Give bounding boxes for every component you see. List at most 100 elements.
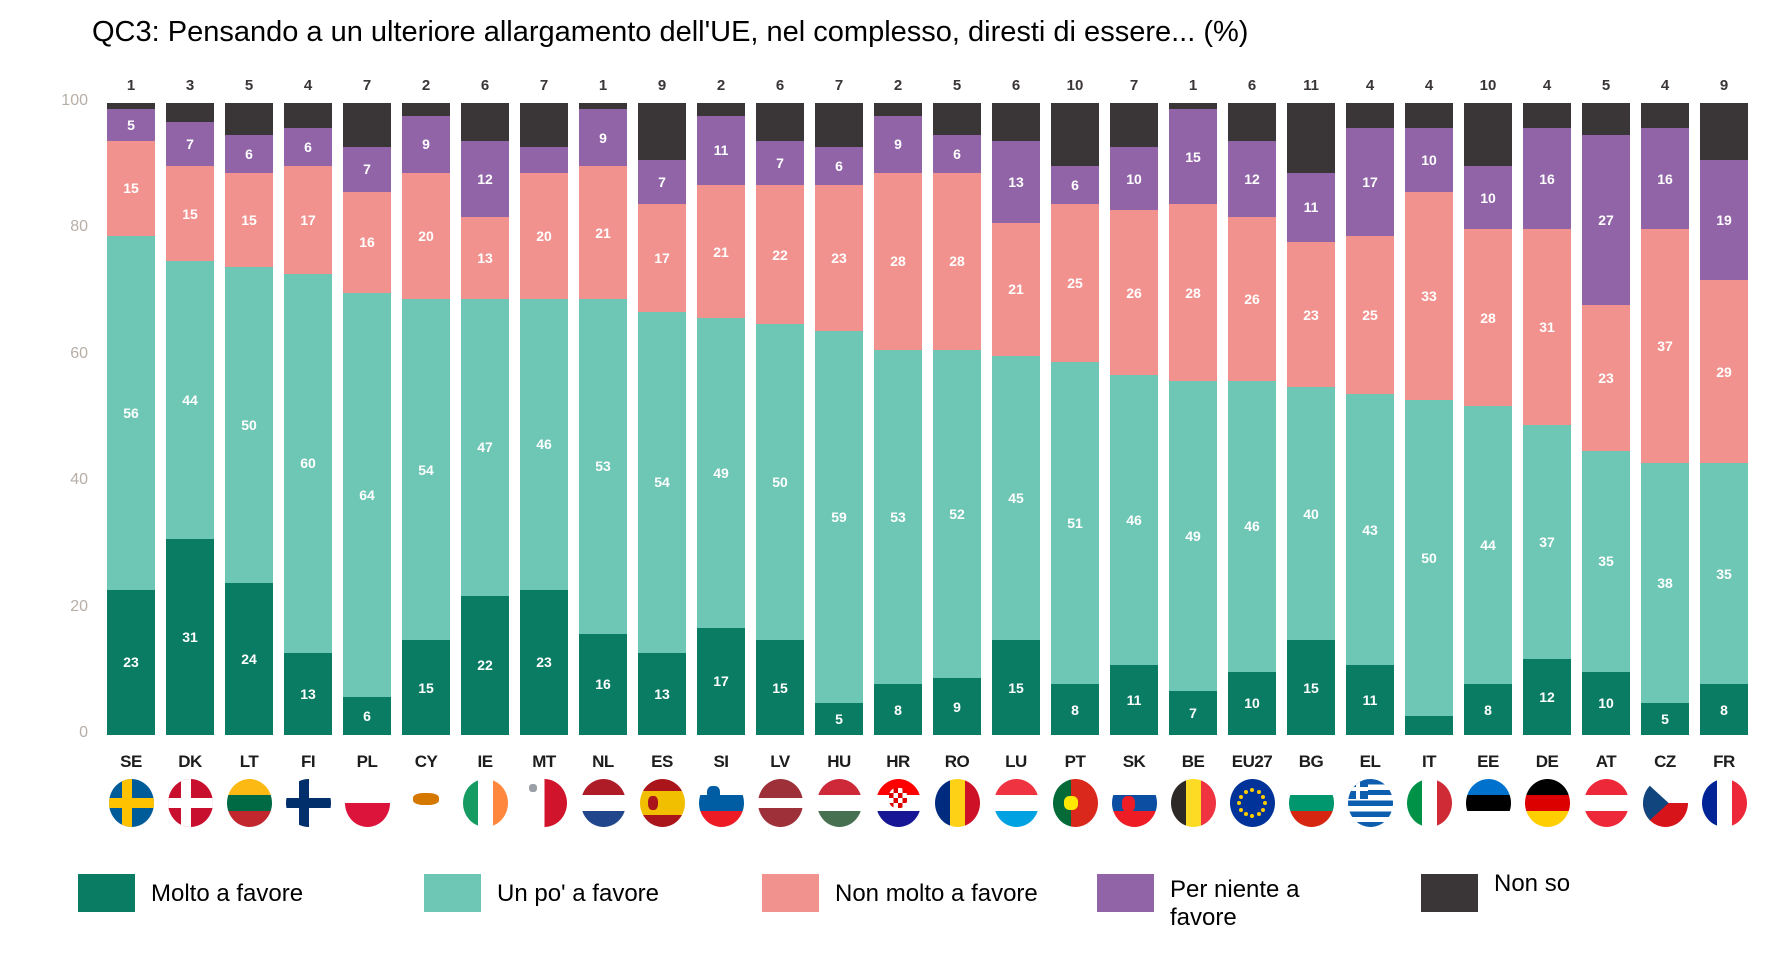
flag-ES-icon [639, 779, 685, 827]
segment-value: 10 [1480, 189, 1496, 206]
segment-non-so-SI [697, 103, 745, 116]
segment-non-molto-a-favore-BE: 28 [1169, 204, 1217, 382]
segment-un-po-a-favore-BE: 49 [1169, 381, 1217, 691]
segment-value: 15 [1185, 148, 1201, 165]
bar-BG: 11 11 23 40 15 [1287, 77, 1335, 735]
segment-molto-a-favore-CY: 15 [402, 640, 450, 735]
segment-value: 22 [772, 246, 788, 263]
segment-non-so-RO [933, 103, 981, 135]
segment-value: 27 [1598, 211, 1614, 228]
non-so-value-LU: 6 [1011, 77, 1021, 94]
category-LV: LV [756, 752, 804, 827]
segment-value: 11 [1362, 692, 1378, 709]
non-so-value-LV: 6 [775, 77, 785, 94]
segment-value: 31 [182, 629, 198, 646]
bar-EL: 4 17 25 43 11 [1346, 77, 1394, 735]
segment-non-molto-a-favore-EL: 25 [1346, 235, 1394, 394]
segment-value: 54 [418, 461, 434, 478]
segment-molto-a-favore-CZ: 5 [1641, 703, 1689, 735]
segment-un-po-a-favore-FI: 60 [284, 273, 332, 653]
segment-molto-a-favore-PL: 6 [343, 697, 391, 735]
category-EL: EL [1346, 752, 1394, 827]
category-CZ: CZ [1641, 752, 1689, 827]
segment-value: 13 [1008, 174, 1024, 191]
country-code-LU: LU [1005, 752, 1027, 771]
flag-LV-icon [757, 779, 803, 827]
segment-value: 59 [831, 508, 847, 525]
flag-part [706, 786, 720, 801]
segment-value: 11 [1303, 199, 1319, 216]
segment-non-molto-a-favore-DK: 15 [166, 166, 214, 262]
y-tick-40: 40 [70, 471, 88, 489]
legend-item-un-po-a-favore: Un po' a favore [424, 874, 659, 912]
bar-FR: 9 19 29 35 8 [1700, 77, 1748, 735]
segment-value: 17 [300, 211, 316, 228]
flag-part [1256, 812, 1261, 817]
segment-non-so-EU27 [1228, 103, 1276, 141]
segment-un-po-a-favore-SI: 49 [697, 317, 745, 628]
category-BE: BE [1169, 752, 1217, 827]
category-ES: ES [638, 752, 686, 827]
segment-un-po-a-favore-SE: 56 [107, 235, 155, 590]
segment-per-niente-a-favore-DK: 7 [166, 121, 214, 167]
bar-SK: 7 10 26 46 11 [1110, 77, 1158, 735]
segment-value: 15 [123, 180, 139, 197]
segment-value: 7 [1189, 704, 1197, 721]
category-CY: CY [402, 752, 450, 827]
flag-part [1250, 788, 1254, 792]
flag-HR-icon [875, 779, 921, 827]
segment-value: 9 [599, 129, 607, 146]
category-SK: SK [1110, 752, 1158, 827]
flag-DK-icon [167, 779, 213, 827]
segment-value: 24 [241, 651, 257, 668]
segment-molto-a-favore-BE: 7 [1169, 690, 1217, 735]
flag-part [298, 779, 309, 827]
segment-value: 37 [1539, 534, 1555, 551]
category-MT: MT [520, 752, 568, 827]
segment-molto-a-favore-SI: 17 [697, 627, 745, 735]
category-DK: DK [166, 752, 214, 827]
flag-part [648, 796, 658, 810]
legend-item-non-so: Non so [1421, 870, 1570, 912]
segment-molto-a-favore-ES: 13 [638, 652, 686, 735]
segment-value: 17 [713, 673, 729, 690]
non-so-value-BE: 1 [1188, 77, 1198, 94]
country-code-SK: SK [1122, 752, 1146, 771]
segment-value: 28 [949, 253, 965, 270]
category-SI: SI [697, 752, 745, 827]
bar-DK: 3 7 15 44 31 [166, 77, 214, 735]
segment-per-niente-a-favore-LU: 13 [992, 140, 1040, 224]
segment-per-niente-a-favore-MT [520, 147, 568, 173]
category-HU: HU [815, 752, 863, 827]
segment-un-po-a-favore-DE: 37 [1523, 425, 1571, 660]
bar-PT: 10 6 25 51 8 [1051, 77, 1099, 735]
non-so-value-SK: 7 [1129, 77, 1139, 94]
segment-per-niente-a-favore-AT: 27 [1582, 134, 1630, 306]
non-so-value-CY: 2 [421, 77, 431, 94]
segment-value: 17 [1362, 174, 1378, 191]
country-code-AT: AT [1595, 752, 1617, 771]
flag-part [889, 788, 907, 809]
flag-part [1263, 801, 1267, 805]
bar-LU: 6 13 21 45 15 [992, 77, 1040, 735]
segment-non-molto-a-favore-MT: 20 [520, 172, 568, 299]
segment-molto-a-favore-DK: 31 [166, 539, 214, 735]
segment-per-niente-a-favore-FI: 6 [284, 128, 332, 167]
segment-per-niente-a-favore-SE: 5 [107, 109, 155, 141]
bar-NL: 1 9 21 53 16 [579, 77, 627, 735]
bar-IE: 6 12 13 47 22 [461, 77, 509, 735]
segment-value: 10 [1126, 170, 1142, 187]
segment-non-so-LU [992, 103, 1040, 141]
segment-non-molto-a-favore-ES: 17 [638, 204, 686, 312]
segment-value: 64 [359, 486, 375, 503]
segment-un-po-a-favore-IT: 50 [1405, 400, 1453, 717]
country-code-EL: EL [1359, 752, 1381, 771]
legend-label: Non so [1494, 870, 1571, 897]
segment-value: 23 [123, 654, 139, 671]
segment-value: 22 [477, 657, 493, 674]
segment-value: 11 [1126, 692, 1142, 709]
country-code-PT: PT [1064, 752, 1086, 771]
segment-molto-a-favore-AT: 10 [1582, 671, 1630, 735]
segment-value: 56 [123, 404, 139, 421]
country-code-BG: BG [1298, 752, 1324, 771]
